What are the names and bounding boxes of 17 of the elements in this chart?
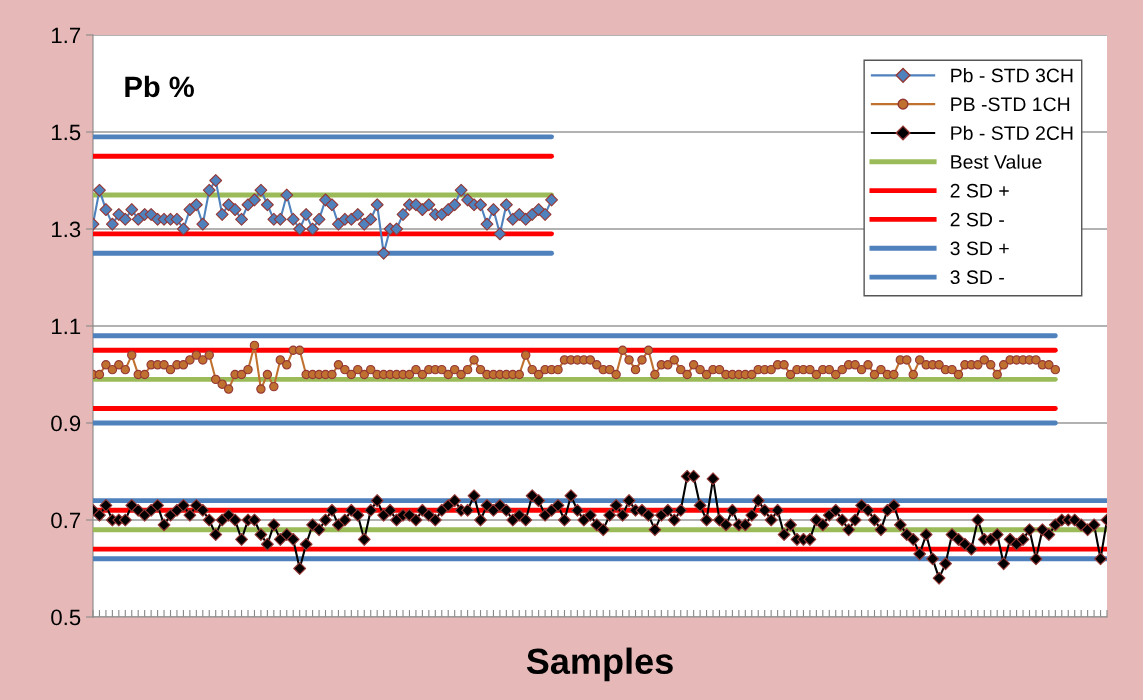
- legend-label: Pb - STD 2CH: [951, 125, 1073, 140]
- legend-label: 2 SD +: [950, 183, 1009, 198]
- y-tick-label: 0.5: [51, 609, 81, 626]
- y-tick-label: 0.7: [51, 512, 81, 529]
- legend-label: 3 SD -: [950, 270, 1004, 285]
- y-tick-label: 1.1: [52, 318, 81, 335]
- legend-label: Pb - STD 3CH: [951, 68, 1073, 83]
- text: Pb %: [125, 75, 194, 98]
- y-tick-label: 0.9: [51, 415, 81, 432]
- y-tick-label: 1.5: [52, 124, 81, 141]
- legend-label: PB -STD 1CH: [951, 97, 1070, 112]
- y-tick-label: 1.3: [52, 221, 81, 238]
- y-tick-label: 1.7: [52, 27, 81, 44]
- legend-label: Best Value: [951, 154, 1042, 169]
- x-axis-title: Samples: [526, 647, 673, 682]
- legend-label: 3 SD +: [950, 241, 1009, 256]
- legend-label: 2 SD -: [950, 212, 1004, 227]
